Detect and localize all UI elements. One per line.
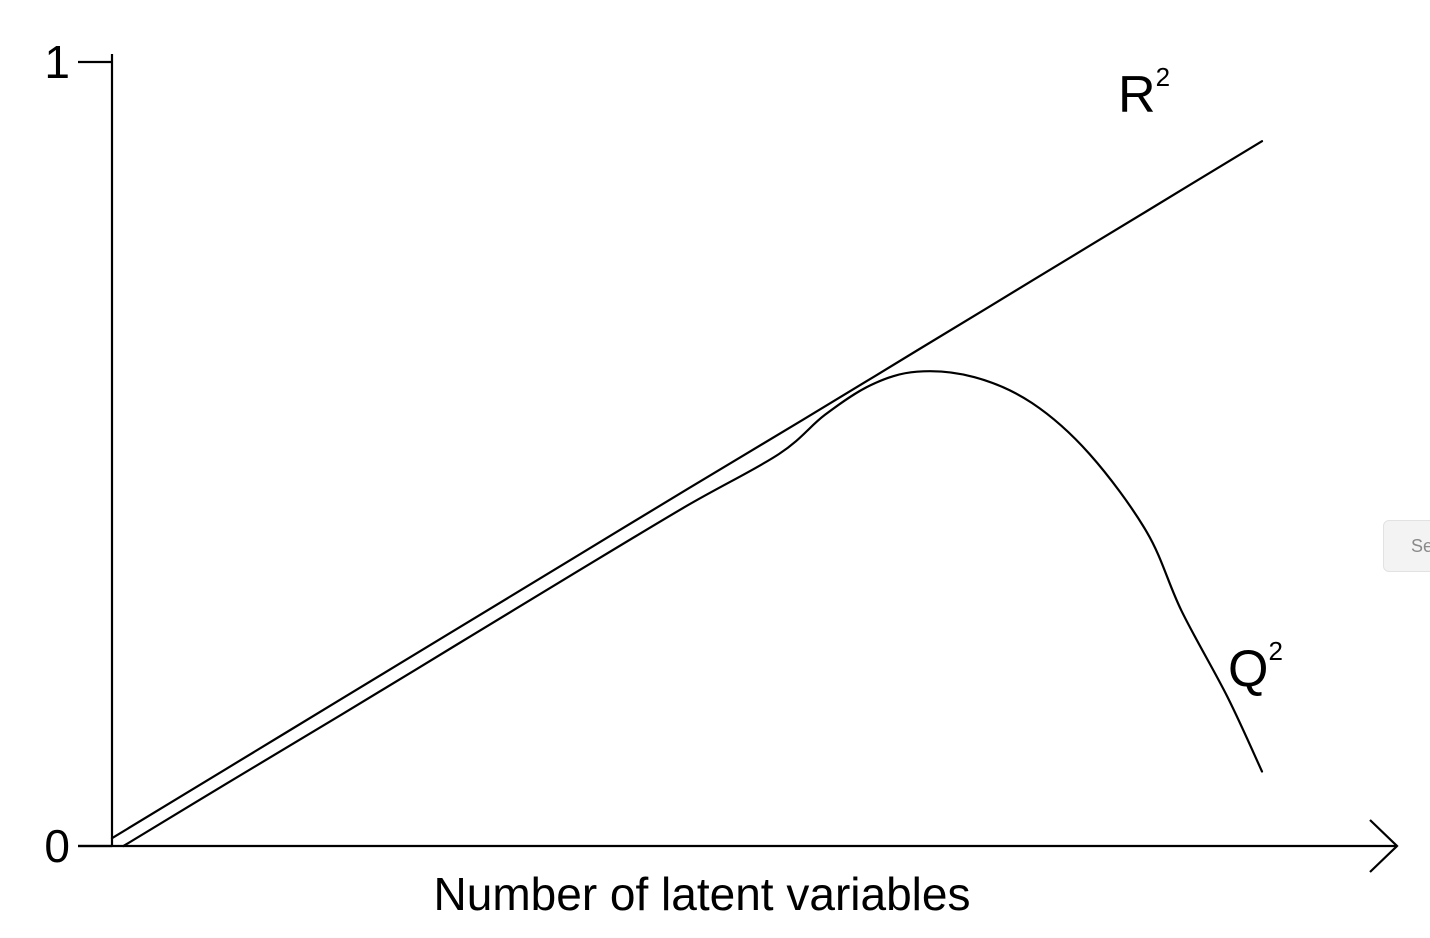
series-line-r2 — [110, 140, 1264, 840]
labels-layer: R2 Q2 — [1118, 62, 1283, 698]
x-axis-label: Number of latent variables — [434, 868, 971, 920]
series-label-q2-superscript: 2 — [1268, 636, 1282, 666]
series-label-r2: R2 — [1118, 62, 1170, 124]
series-line-q2 — [122, 370, 1264, 848]
y-tick-label: 1 — [44, 36, 70, 88]
axes: 0 1 Number of latent variables — [44, 36, 1399, 920]
side-panel-tab-label: Se — [1411, 536, 1430, 556]
side-panel-tab[interactable]: Se — [1383, 520, 1430, 572]
x-axis-arrowhead — [1369, 819, 1399, 873]
series-label-r2-superscript: 2 — [1156, 62, 1170, 92]
y-tick-label: 0 — [44, 820, 70, 872]
series-label-q2: Q2 — [1228, 636, 1283, 698]
series-layer — [110, 140, 1264, 848]
